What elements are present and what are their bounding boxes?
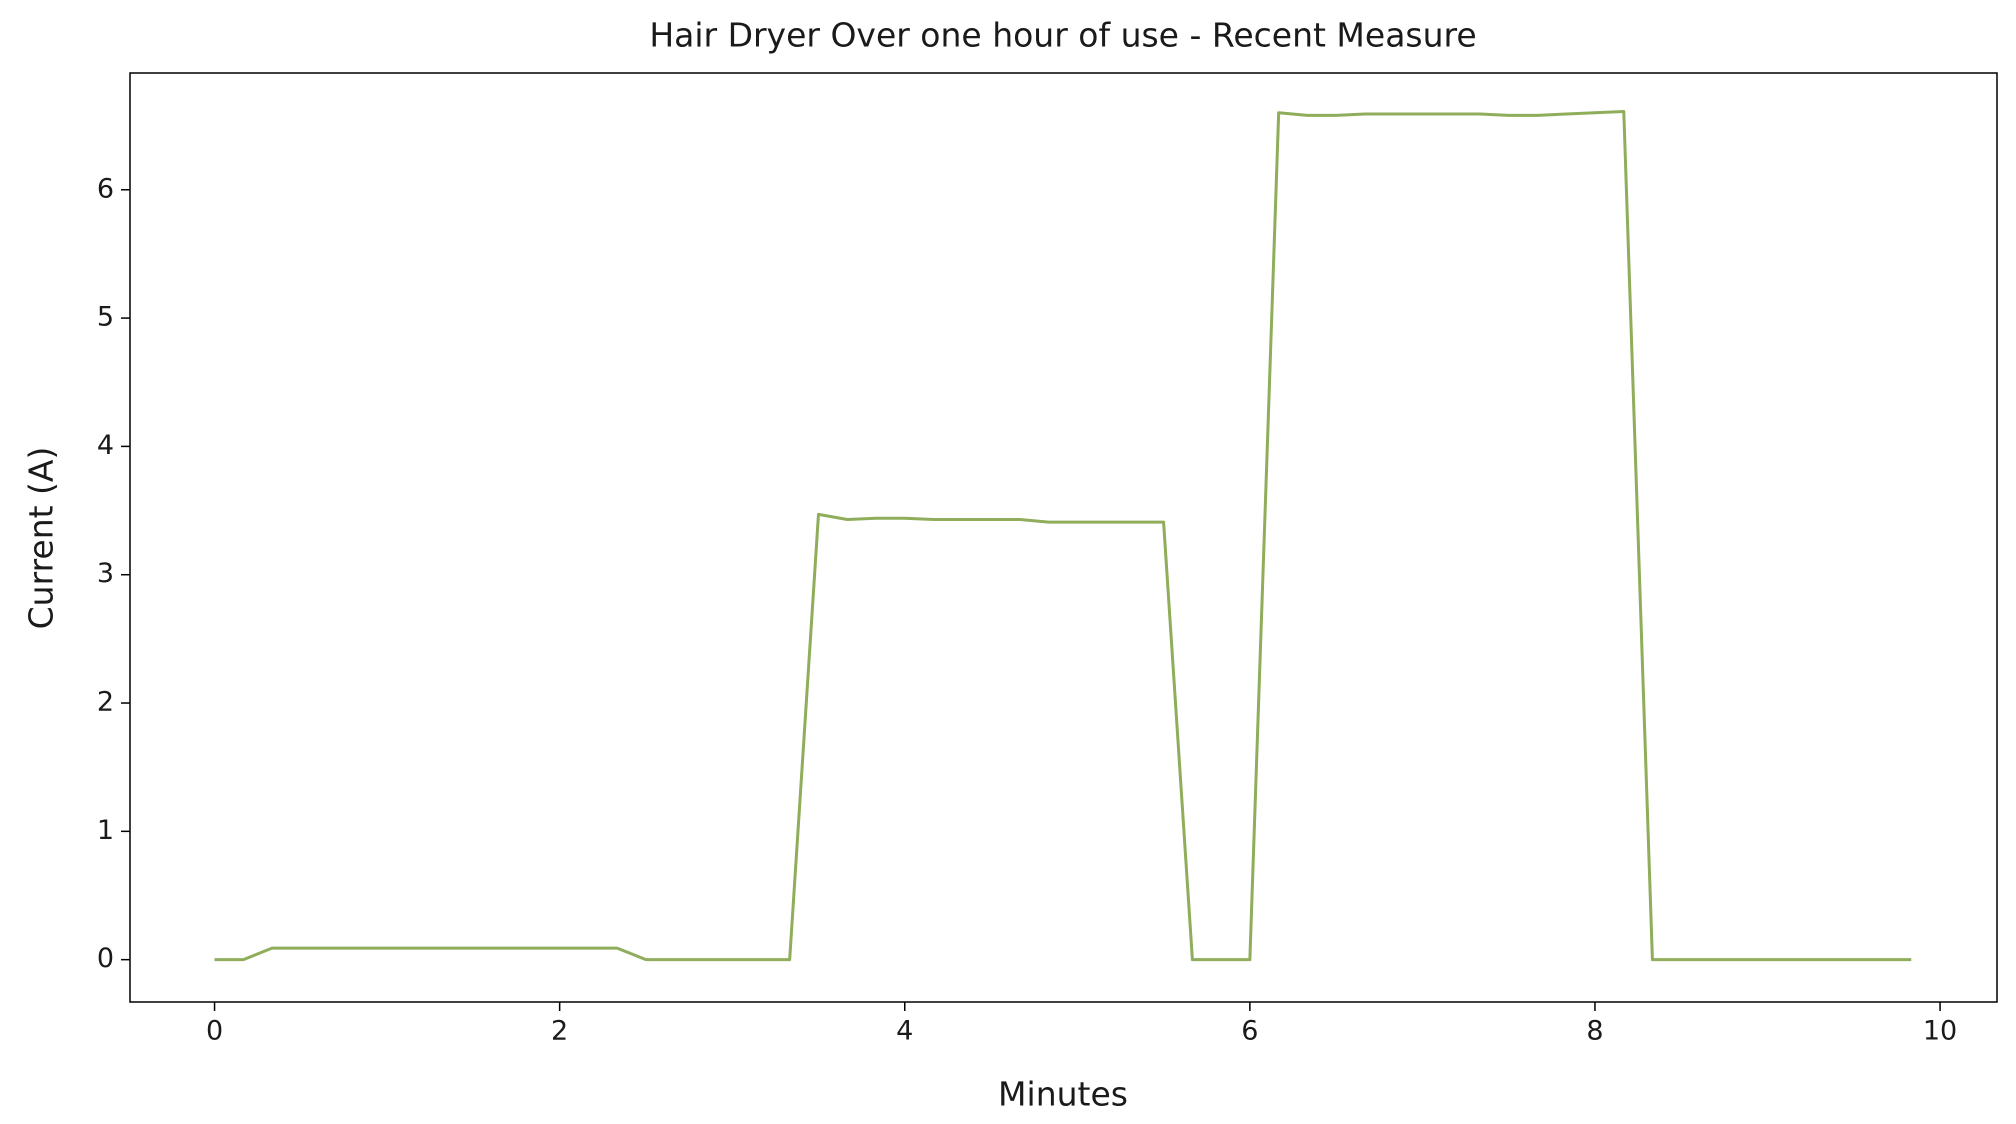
x-tick-label: 4 [896,1016,913,1047]
y-tick-label: 2 [97,687,114,718]
x-tick-label: 10 [1923,1016,1957,1047]
x-tick-label: 0 [206,1016,223,1047]
x-tick-label: 8 [1586,1016,1603,1047]
chart-title: Hair Dryer Over one hour of use - Recent… [649,16,1476,55]
x-tick-label: 2 [551,1016,568,1047]
line [214,109,1912,962]
y-tick-label: 5 [97,302,114,333]
y-axis-label: Current (A) [22,447,61,630]
x-tick-label: 6 [1241,1016,1258,1047]
y-tick-label: 1 [97,815,114,846]
y-tick-label: 6 [97,173,114,204]
plot-frame [129,72,1998,1003]
y-tick-label: 4 [97,430,114,461]
x-axis-label: Minutes [998,1075,1128,1114]
y-tick-label: 3 [97,558,114,589]
y-tick-label: 0 [97,943,114,974]
